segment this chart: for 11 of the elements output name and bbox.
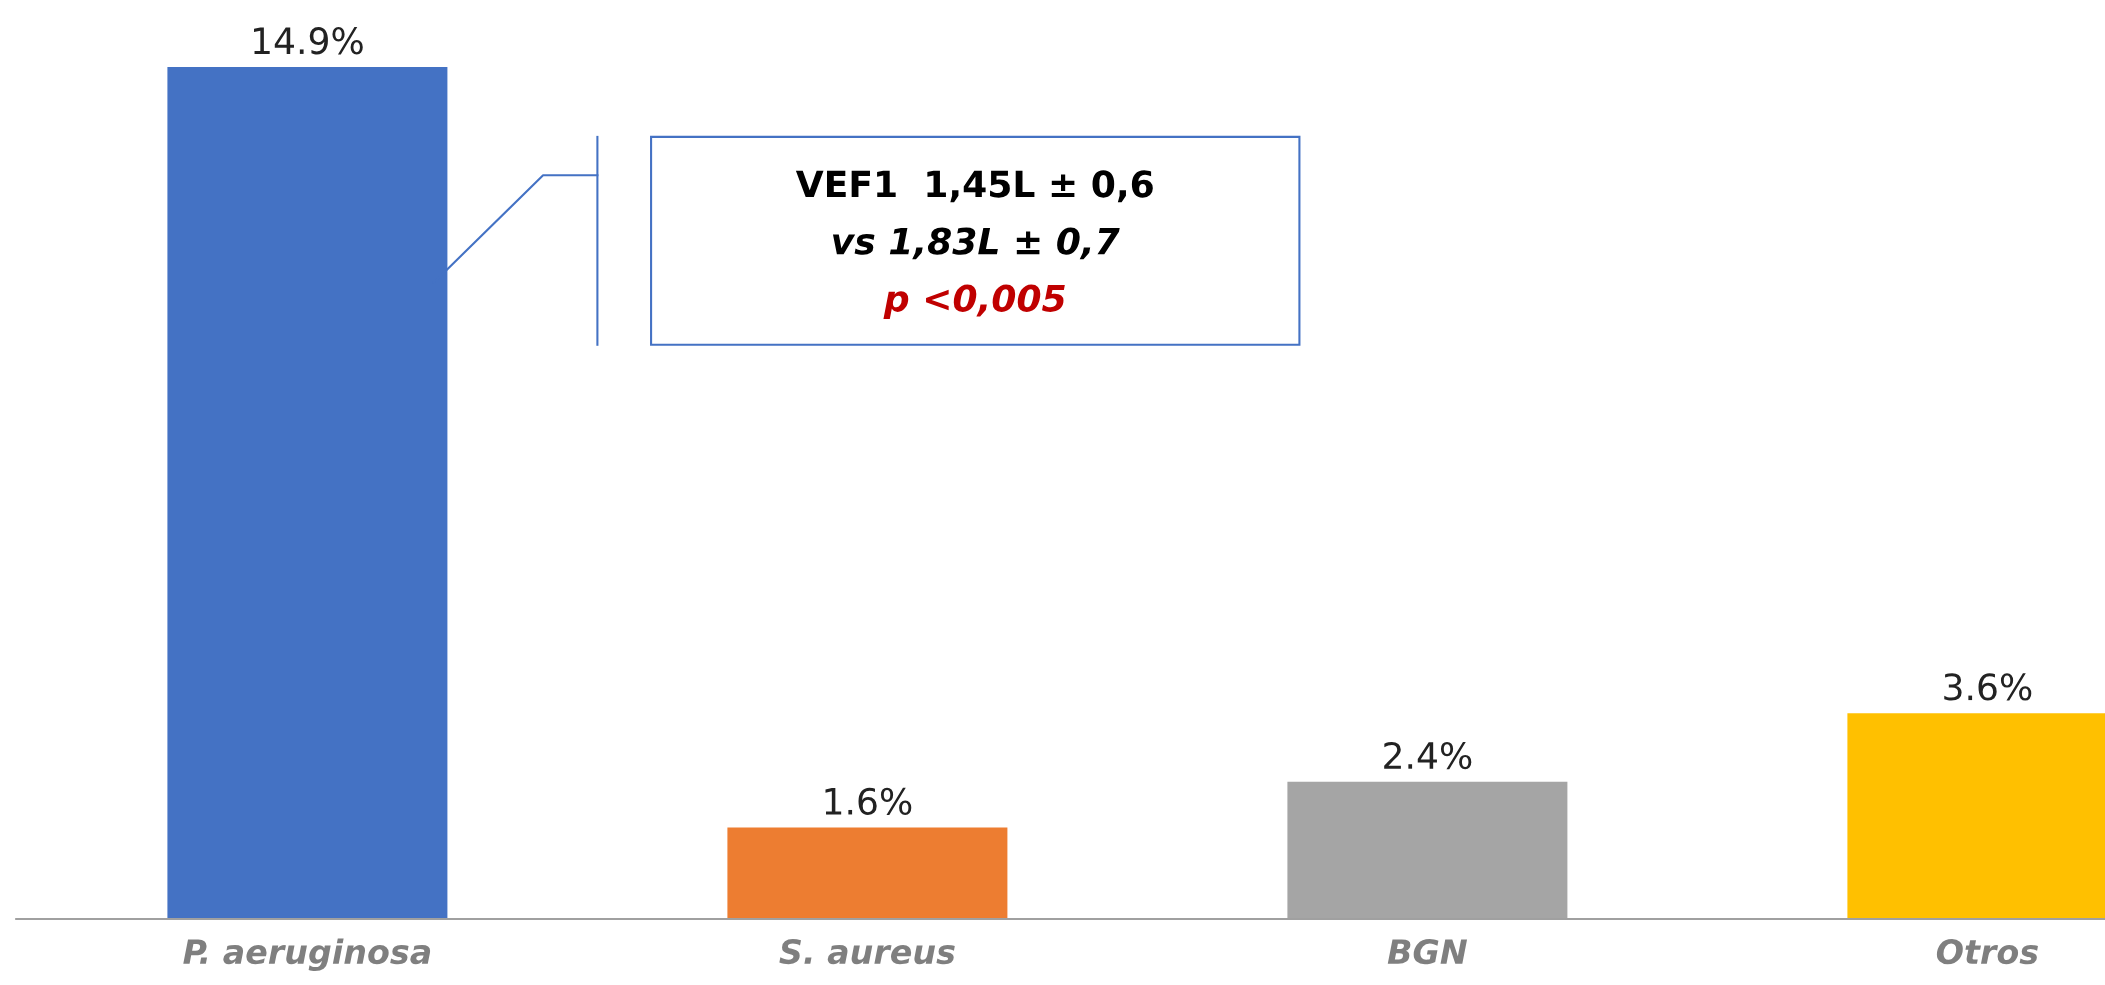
x-tick-label: P. aeruginosa — [183, 938, 431, 971]
x-tick-label: BGN — [1387, 939, 1468, 965]
data-label: 14.9% — [254, 27, 363, 55]
annotation: p <0,005 — [883, 284, 1065, 319]
data-label: 1.6% — [825, 787, 912, 815]
annotation: vs 1,83L ± 0,7 — [832, 227, 1120, 260]
x-tick-label: Otros — [1936, 939, 2038, 965]
annotation: VEF1 1,45L ± 0,6 — [795, 170, 1153, 203]
data-label: 3.6% — [1944, 673, 2032, 701]
data-label: 2.4% — [1384, 741, 1472, 770]
x-tick-label: S. aureus — [779, 939, 955, 965]
